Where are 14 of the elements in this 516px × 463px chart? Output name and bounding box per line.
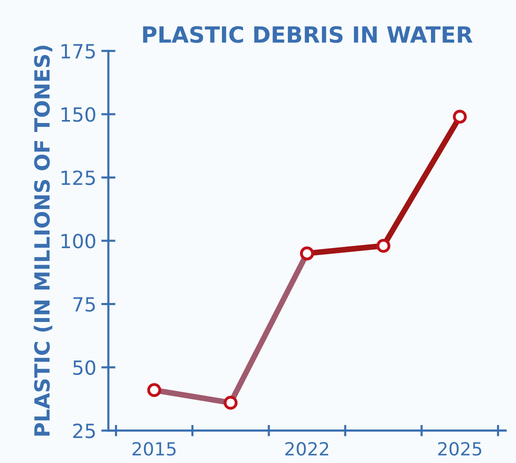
y-tick-label: 25: [73, 424, 95, 438]
x-tick-label: 2022: [285, 442, 328, 456]
y-tick-label: 75: [73, 297, 95, 312]
x-tick-label: 2025: [438, 442, 482, 456]
y-tick-label: 150: [62, 107, 96, 122]
y-tick-label: 175: [62, 44, 95, 59]
y-tick-label: 125: [62, 170, 95, 186]
y-axis-title: PLASTIC (IN MILLIONS OF TONES): [34, 46, 52, 436]
x-tick-label: 2015: [132, 442, 176, 456]
point: [376, 238, 390, 253]
y-tick-label: 100: [62, 234, 96, 248]
point: [452, 110, 467, 124]
chart-title: PLASTIC DEBRIS IN WATER: [143, 26, 472, 43]
y-tick-label: 50: [73, 360, 96, 375]
